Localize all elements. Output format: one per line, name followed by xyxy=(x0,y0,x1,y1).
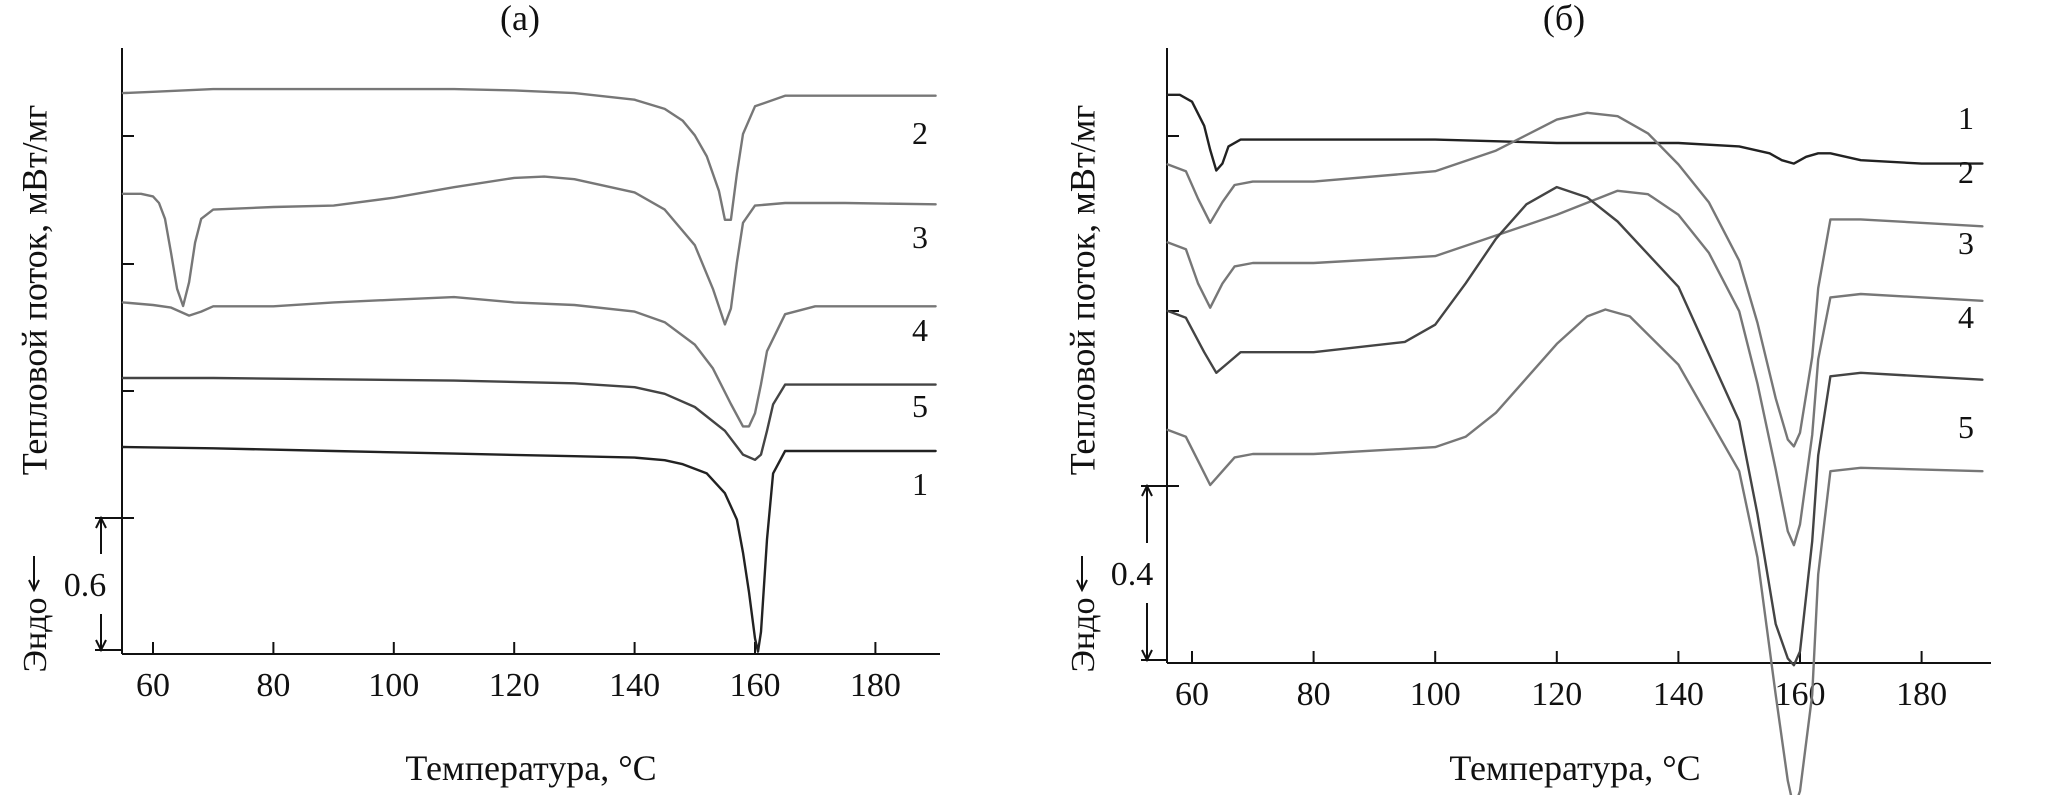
scale-bar-arrow-down xyxy=(1141,649,1153,663)
scale-bar-label: 0.4 xyxy=(1111,556,1154,593)
scale-bar-arrow-up xyxy=(1141,483,1153,497)
panel-b: 60 80 100 120 140 160 180 (б) Температура, °C Теп… xyxy=(1063,0,1991,795)
panel-a: 60 80 100 120 140 160 180 (а) Температура, °C Теп… xyxy=(15,0,940,788)
endo-label: Эндо xyxy=(1065,598,1102,673)
curve-label-3: 3 xyxy=(1958,225,1974,261)
curve-4 xyxy=(121,295,937,428)
curve-4 xyxy=(1166,185,1984,667)
curve-2 xyxy=(121,87,937,221)
x-tick-label: 140 xyxy=(1653,676,1704,713)
curve-label-2: 2 xyxy=(1958,154,1974,190)
curve-label-5: 5 xyxy=(912,388,928,424)
curve-label-2: 2 xyxy=(912,115,928,151)
scale-bar-arrow-down xyxy=(95,639,107,653)
x-tick-label: 160 xyxy=(1775,676,1826,713)
x-tick-label: 60 xyxy=(1175,676,1209,713)
x-tick-label: 180 xyxy=(1896,676,1947,713)
curve-label-4: 4 xyxy=(1958,299,1974,335)
curve-label-1: 1 xyxy=(1958,100,1974,136)
curve-5 xyxy=(1166,308,1984,795)
x-tick-label: 120 xyxy=(1531,676,1582,713)
x-axis-label: Температура, °C xyxy=(1449,748,1700,788)
endo-arrow-head xyxy=(1076,579,1088,593)
scale-bar-arrow-up xyxy=(95,515,107,529)
endo-label: Эндо xyxy=(17,598,54,673)
scale-bar-label: 0.6 xyxy=(64,567,107,604)
curve-1 xyxy=(1166,93,1984,172)
x-tick-label: 60 xyxy=(136,667,170,704)
curve-label-4: 4 xyxy=(912,312,928,348)
x-tick-label: 160 xyxy=(730,667,781,704)
x-tick-label: 100 xyxy=(368,667,419,704)
panel-title: (а) xyxy=(500,0,540,38)
curve-label-5: 5 xyxy=(1958,409,1974,445)
y-axis-label: Тепловой поток, мВт/мг xyxy=(1063,105,1103,475)
curve-2 xyxy=(1166,111,1984,448)
curve-label-1: 1 xyxy=(912,466,928,502)
endo-arrow-head xyxy=(28,579,40,593)
curve-3 xyxy=(121,175,937,326)
x-tick-label: 120 xyxy=(489,667,540,704)
curve-1 xyxy=(121,445,937,653)
x-axis-label: Температура, °C xyxy=(405,748,656,788)
x-tick-label: 80 xyxy=(256,667,290,704)
x-tick-label: 100 xyxy=(1410,676,1461,713)
x-tick-label: 140 xyxy=(609,667,660,704)
x-tick-label: 180 xyxy=(850,667,901,704)
curve-5 xyxy=(121,376,937,461)
panel-title: (б) xyxy=(1543,0,1585,38)
curve-label-3: 3 xyxy=(912,219,928,255)
curve-3 xyxy=(1166,189,1984,547)
x-tick-label: 80 xyxy=(1297,676,1331,713)
y-axis-label: Тепловой поток, мВт/мг xyxy=(15,105,55,475)
